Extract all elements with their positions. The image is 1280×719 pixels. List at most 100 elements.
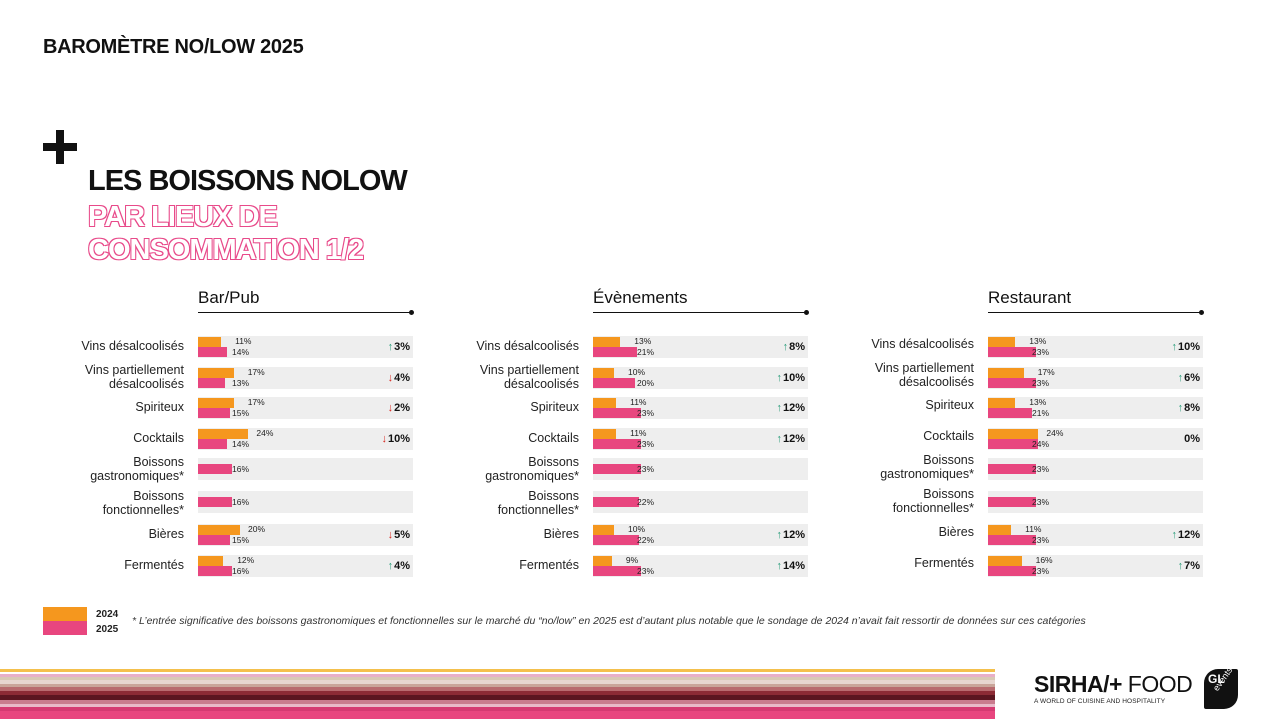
bar-2024 [593, 398, 617, 408]
bar-2025 [988, 347, 1037, 357]
bar-2025 [198, 439, 228, 449]
delta-indicator: ↓5% [350, 529, 410, 541]
delta-indicator: ↑12% [745, 402, 805, 414]
arrow-down-icon: ↓ [387, 529, 394, 541]
delta-indicator: ↑12% [745, 433, 805, 445]
delta-indicator: ↑4% [350, 560, 410, 572]
arrow-up-icon: ↑ [776, 529, 782, 541]
value-label-2025: 21% [637, 347, 655, 357]
delta-value: 12% [782, 529, 805, 541]
value-label-2024: 10% [628, 367, 646, 377]
sirha-food-logo: SIRHA/+ FOOD [1034, 671, 1193, 697]
category-label: Boissons gastronomiques* [485, 455, 579, 483]
value-label-2025: 22% [637, 535, 655, 545]
delta-indicator: ↓4% [350, 372, 410, 384]
value-label-2025: 23% [1032, 497, 1050, 507]
bar-2025 [593, 378, 635, 388]
bar-2025 [988, 535, 1037, 545]
value-label-2025: 15% [232, 408, 250, 418]
bar-2024 [198, 429, 249, 439]
arrow-up-icon: ↑ [1177, 560, 1184, 572]
value-label-2024: 10% [628, 524, 646, 534]
value-label-2025: 14% [232, 439, 250, 449]
delta-value: 12% [782, 433, 805, 445]
value-label-2025: 22% [637, 497, 655, 507]
value-label-2025: 13% [232, 378, 250, 388]
category-label: Boissons fonctionnelles* [102, 489, 184, 517]
value-label-2024: 11% [630, 428, 647, 438]
value-label-2024: 13% [1029, 336, 1047, 346]
category-label: Boissons gastronomiques* [880, 453, 974, 481]
row-background [988, 524, 1203, 546]
row-background [593, 336, 808, 358]
delta-indicator: ↓10% [350, 433, 410, 445]
arrow-down-icon: ↓ [387, 402, 394, 414]
value-label-2025: 21% [1032, 408, 1050, 418]
delta-value: 12% [782, 402, 805, 414]
delta-value: 3% [394, 341, 410, 353]
bar-2025 [593, 408, 642, 418]
value-label-2025: 24% [1032, 439, 1050, 449]
bar-2025 [593, 464, 642, 474]
delta-indicator: ↑3% [350, 341, 410, 353]
bar-2025 [593, 535, 640, 545]
bar-2025 [593, 347, 638, 357]
value-label-2025: 23% [1032, 464, 1050, 474]
bar-2024 [988, 556, 1022, 566]
bar-2025 [988, 378, 1037, 388]
delta-value: 10% [1177, 341, 1200, 353]
bar-2024 [198, 337, 222, 347]
value-label-2025: 16% [232, 566, 250, 576]
arrow-up-icon: ↑ [1171, 341, 1177, 353]
section-subheading-line2: CONSOMMATION 1/2 [88, 234, 364, 266]
category-label: Vins désalcoolisés [476, 339, 579, 353]
row-background [988, 397, 1203, 419]
legend-label-2025: 2025 [96, 624, 119, 635]
row-background [988, 428, 1203, 450]
row-background [988, 458, 1203, 480]
row-background [593, 555, 808, 577]
category-label: Fermentés [519, 558, 579, 572]
delta-indicator: ↓2% [350, 402, 410, 414]
value-label-2025: 16% [232, 464, 250, 474]
arrow-up-icon: ↑ [776, 402, 782, 414]
chart-title-rule [593, 310, 809, 315]
bar-2025 [198, 566, 232, 576]
value-label-2025: 23% [637, 464, 655, 474]
chart-title: Évènements [593, 288, 688, 307]
value-label-2025: 16% [232, 497, 250, 507]
logo-tagline: A WORLD OF CUISINE AND HOSPITALITY [1034, 698, 1166, 705]
delta-value: 12% [1177, 529, 1200, 541]
delta-indicator: ↑12% [1140, 529, 1200, 541]
row-background [198, 555, 413, 577]
value-label-2024: 9% [625, 555, 639, 565]
value-label-2025: 23% [637, 408, 655, 418]
legend-label-2024: 2024 [96, 609, 119, 620]
category-label: Boissons fonctionnelles* [497, 489, 579, 517]
value-label-2024: 13% [634, 336, 652, 346]
bar-2024 [988, 429, 1039, 439]
value-label-2024: 12% [237, 555, 255, 565]
bar-2025 [198, 535, 230, 545]
value-label-2024: 17% [247, 367, 265, 377]
value-label-2025: 23% [637, 566, 655, 576]
bar-2025 [198, 464, 232, 474]
chart-panel-restaurant: Restaurant Vins désalcoolisés 13% 23% ↑10% Vi… [870, 0, 1270, 600]
category-label: Bières [938, 525, 974, 539]
legend-swatch-2025 [43, 621, 87, 635]
value-label-2024: 11% [235, 336, 252, 346]
row-background [593, 428, 808, 450]
delta-indicator: ↑10% [745, 372, 805, 384]
value-label-2024: 16% [1035, 555, 1053, 565]
value-label-2025: 20% [637, 378, 655, 388]
bar-2024 [198, 525, 240, 535]
bar-2025 [988, 439, 1039, 449]
arrow-up-icon: ↑ [1171, 529, 1177, 541]
value-label-2024: 20% [248, 524, 266, 534]
delta-indicator: ↑10% [1140, 341, 1200, 353]
delta-value: 5% [394, 529, 410, 541]
value-label-2024: 17% [1037, 367, 1055, 377]
category-label: Cocktails [923, 429, 974, 443]
category-label: Vins désalcoolisés [871, 337, 974, 351]
bar-2024 [593, 525, 614, 535]
